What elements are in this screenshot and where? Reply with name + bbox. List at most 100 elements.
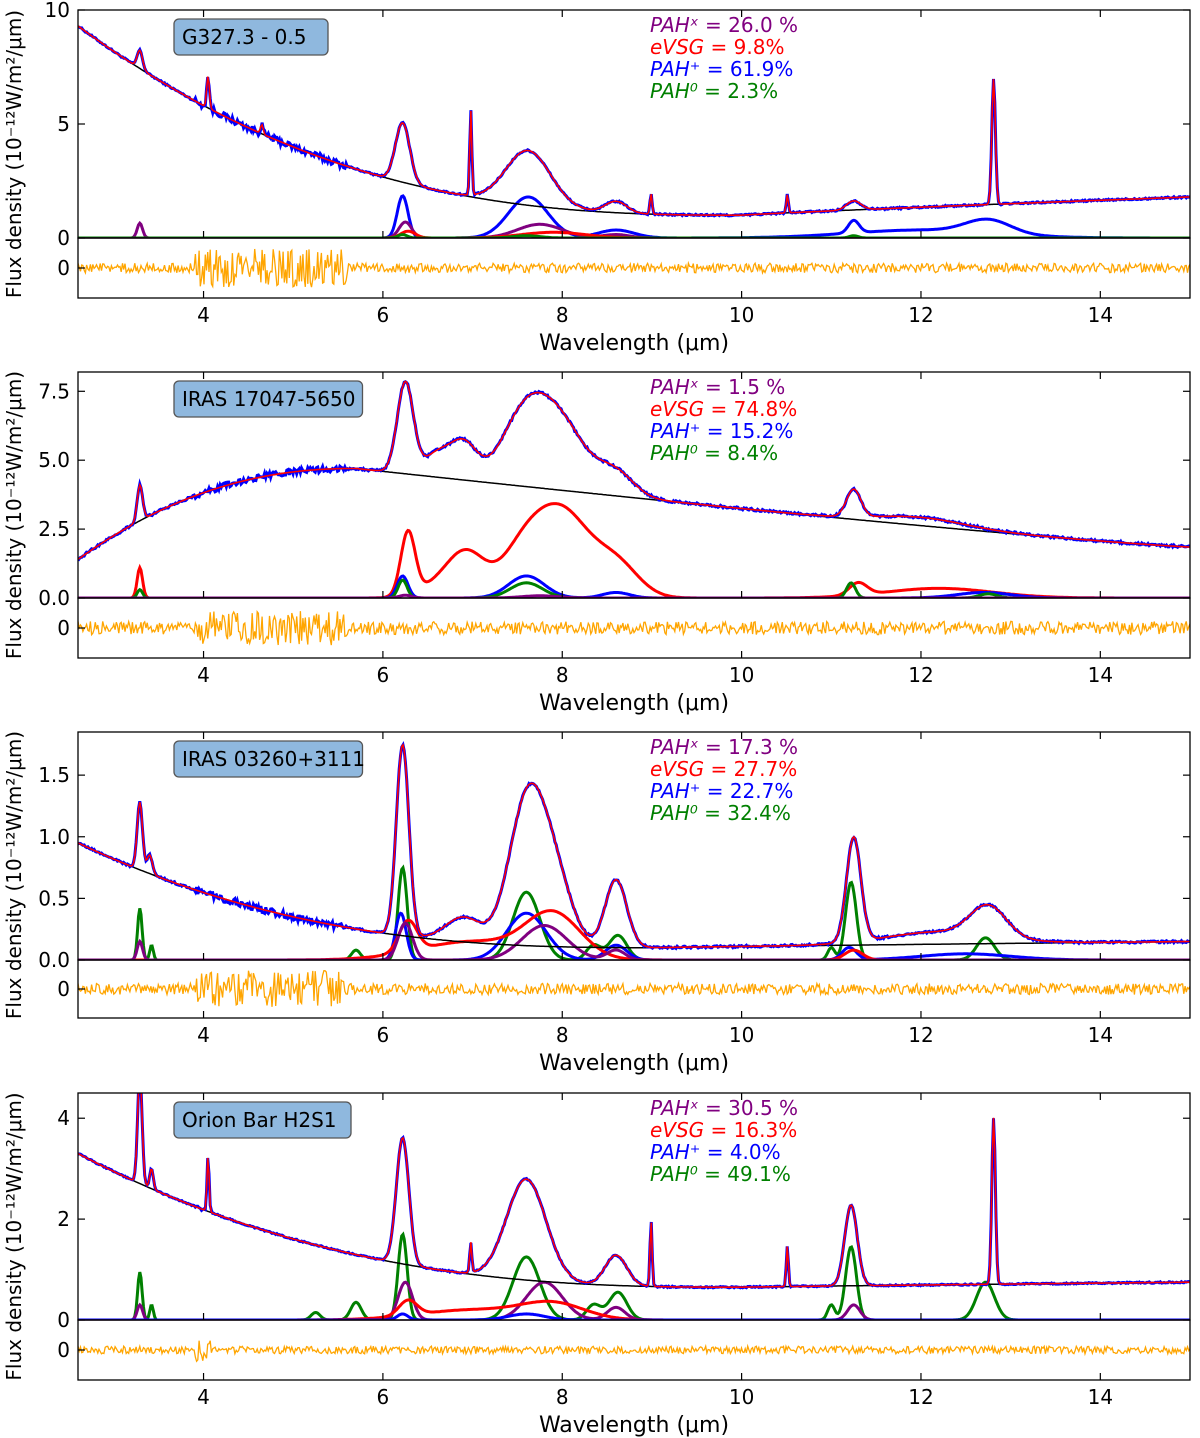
fraction-value: 30.5 % xyxy=(728,1096,798,1120)
fraction-label: eVSG = xyxy=(650,1118,734,1142)
y-tick-label: 7.5 xyxy=(38,379,70,403)
x-tick-label: 4 xyxy=(197,663,210,687)
y-axis-label: Flux density (10⁻¹²W/m²/μm) xyxy=(2,371,26,659)
y-tick-label: 10 xyxy=(45,0,70,22)
fraction-label: eVSG = xyxy=(650,757,734,781)
component-PAH0-line xyxy=(78,1231,1190,1320)
source-label-text: G327.3 - 0.5 xyxy=(182,25,307,49)
x-tick-label: 12 xyxy=(908,663,933,687)
y-tick-label: 5.0 xyxy=(38,448,70,472)
fraction-value: 22.7% xyxy=(730,779,794,803)
x-tick-label: 8 xyxy=(556,1023,569,1047)
residual-line xyxy=(78,1340,1190,1363)
panel-4: 0 2 4 0 4 6 8 10 12 14 Wavelength (μm) Flux density… xyxy=(2,1092,1191,1438)
source-label-box xyxy=(173,18,329,56)
fraction-value: 4.0% xyxy=(730,1140,781,1164)
fraction-text: PAHˣ = 17.3 % xyxy=(650,735,798,759)
residual-y-tick-label: 0 xyxy=(57,1338,70,1362)
residual-y-tick-label: 0 xyxy=(57,977,70,1001)
fraction-text: PAH⁺ = 15.2% xyxy=(650,419,793,443)
x-tick-label: 12 xyxy=(908,1023,933,1047)
fraction-label: PAH⁺ = xyxy=(650,57,730,81)
y-tick-label: 1.0 xyxy=(38,825,70,849)
source-label-text: Orion Bar H2S1 xyxy=(182,1108,337,1132)
fraction-value: 9.8% xyxy=(734,35,785,59)
residual-y-tick-label: 0 xyxy=(57,616,70,640)
fraction-text: PAH⁰ = 49.1% xyxy=(650,1162,791,1186)
y-tick-label: 2 xyxy=(57,1207,70,1231)
fraction-text: PAHˣ = 26.0 % xyxy=(650,13,798,37)
x-tick-label: 6 xyxy=(377,663,390,687)
fraction-label: PAHˣ = xyxy=(650,1096,728,1120)
y-tick-label: 4 xyxy=(57,1106,70,1130)
fraction-text: eVSG = 16.3% xyxy=(650,1118,797,1142)
x-tick-label: 10 xyxy=(729,1385,754,1409)
panel-2: 0.0 2.5 5.0 7.5 0 4 6 8 10 12 14 Wavelength (μm) Flu… xyxy=(2,371,1191,716)
fraction-label: eVSG = xyxy=(650,35,734,59)
source-label-box xyxy=(173,1101,352,1139)
y-tick-label: 0 xyxy=(57,226,70,250)
fraction-label: PAHˣ = xyxy=(650,13,728,37)
x-tick-label: 4 xyxy=(197,1385,210,1409)
x-tick-label: 8 xyxy=(556,1385,569,1409)
fraction-label: PAHˣ = xyxy=(650,375,728,399)
source-label-box xyxy=(173,740,364,778)
source-label-box xyxy=(173,380,364,418)
fraction-label: PAH⁰ = xyxy=(650,441,727,465)
component-eVSG-line xyxy=(78,502,1190,598)
fraction-text: PAHˣ = 30.5 % xyxy=(650,1096,798,1120)
x-tick-label: 6 xyxy=(377,1023,390,1047)
fraction-text: PAH⁰ = 8.4% xyxy=(650,441,778,465)
x-axis-label: Wavelength (μm) xyxy=(539,1413,729,1438)
fraction-text: eVSG = 27.7% xyxy=(650,757,797,781)
fraction-value: 17.3 % xyxy=(728,735,798,759)
x-axis-label: Wavelength (μm) xyxy=(539,691,729,716)
model-spectrum-line xyxy=(78,380,1190,561)
x-tick-label: 10 xyxy=(729,1023,754,1047)
fraction-value: 27.7% xyxy=(734,757,798,781)
component-PAH+-line xyxy=(78,194,1190,238)
y-tick-label: 0.5 xyxy=(38,886,70,910)
y-axis-label: Flux density (10⁻¹²W/m²/μm) xyxy=(2,731,26,1019)
fraction-label: eVSG = xyxy=(650,397,734,421)
x-tick-label: 12 xyxy=(908,1385,933,1409)
fraction-value: 61.9% xyxy=(730,57,794,81)
x-tick-label: 6 xyxy=(377,1385,390,1409)
residual-line xyxy=(78,970,1190,1007)
model-spectrum-line xyxy=(78,743,1190,949)
fraction-value: 32.4% xyxy=(727,801,791,825)
panel-3: 0.0 0.5 1.0 1.5 0 4 6 8 10 12 14 Wavelength (μm) Flu… xyxy=(2,731,1191,1076)
model-spectrum-line xyxy=(78,1093,1190,1288)
x-axis-label: Wavelength (μm) xyxy=(539,331,729,356)
y-tick-label: 0.0 xyxy=(38,948,70,972)
fraction-label: PAH⁺ = xyxy=(650,1140,730,1164)
fraction-label: PAH⁰ = xyxy=(650,1162,727,1186)
fraction-value: 15.2% xyxy=(730,419,794,443)
component-PAHx-line xyxy=(78,921,1190,960)
x-tick-label: 14 xyxy=(1088,663,1113,687)
residual-line xyxy=(78,248,1190,289)
x-tick-label: 14 xyxy=(1088,1385,1113,1409)
fraction-value: 2.3% xyxy=(727,79,778,103)
x-tick-label: 8 xyxy=(556,663,569,687)
y-tick-label: 0 xyxy=(57,1308,70,1332)
y-tick-label: 0.0 xyxy=(38,586,70,610)
fraction-label: PAHˣ = xyxy=(650,735,728,759)
fraction-text: PAHˣ = 1.5 % xyxy=(650,375,785,399)
component-PAH0-line xyxy=(78,864,1190,960)
fraction-label: PAH⁰ = xyxy=(650,801,727,825)
fraction-text: PAH⁺ = 4.0% xyxy=(650,1140,781,1164)
y-axis-label: Flux density (10⁻¹²W/m²/μm) xyxy=(2,10,26,298)
fraction-text: PAH⁺ = 61.9% xyxy=(650,57,793,81)
source-label-text: IRAS 17047-5650 xyxy=(182,387,355,411)
y-tick-label: 2.5 xyxy=(38,517,70,541)
component-PAH+-line xyxy=(78,911,1190,960)
fraction-text: PAH⁰ = 32.4% xyxy=(650,801,791,825)
x-tick-label: 14 xyxy=(1088,1023,1113,1047)
x-tick-label: 4 xyxy=(197,303,210,327)
fraction-value: 1.5 % xyxy=(728,375,785,399)
fraction-value: 16.3% xyxy=(734,1118,798,1142)
fraction-label: PAH⁺ = xyxy=(650,419,730,443)
fraction-value: 26.0 % xyxy=(728,13,798,37)
